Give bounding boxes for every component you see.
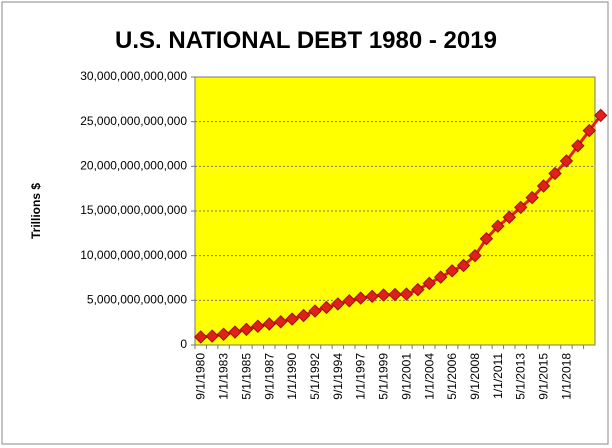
marker bbox=[411, 282, 425, 297]
marker bbox=[456, 258, 471, 273]
marker bbox=[582, 123, 596, 138]
y-axis-label: Trillions $ bbox=[29, 183, 43, 239]
marker bbox=[468, 248, 482, 263]
marker bbox=[205, 329, 219, 343]
x-tick-label: 9/1/1994 bbox=[331, 353, 345, 400]
marker bbox=[365, 289, 379, 304]
marker bbox=[262, 317, 276, 331]
y-tick-label: 15,000,000,000,000 bbox=[80, 203, 187, 217]
y-tick-label: 20,000,000,000,000 bbox=[80, 159, 187, 173]
marker bbox=[434, 270, 448, 284]
marker bbox=[251, 319, 265, 333]
marker bbox=[354, 291, 368, 305]
marker bbox=[548, 166, 562, 181]
marker bbox=[491, 219, 505, 233]
marker bbox=[296, 308, 311, 323]
marker bbox=[239, 322, 254, 337]
marker bbox=[445, 264, 459, 278]
marker bbox=[502, 210, 516, 224]
marker bbox=[331, 297, 345, 311]
y-tick-label: 0 bbox=[180, 337, 187, 351]
marker bbox=[216, 327, 231, 341]
y-tick-label: 10,000,000,000,000 bbox=[80, 248, 187, 262]
marker bbox=[479, 231, 494, 246]
x-tick-label: 1/1/1983 bbox=[217, 353, 231, 400]
marker bbox=[319, 300, 334, 315]
x-tick-label: 1/1/2018 bbox=[559, 353, 573, 400]
marker bbox=[399, 287, 414, 301]
y-tick-label: 5,000,000,000,000 bbox=[87, 293, 187, 307]
x-tick-label: 5/1/2013 bbox=[514, 353, 528, 400]
x-tick-label: 5/1/1985 bbox=[239, 353, 253, 400]
x-tick-label: 9/1/2008 bbox=[468, 353, 482, 400]
x-tick-label: 1/1/2011 bbox=[491, 353, 505, 399]
marker bbox=[422, 276, 436, 291]
x-tick-label: 9/1/1987 bbox=[262, 353, 276, 400]
x-tick-label: 9/1/2015 bbox=[537, 353, 551, 400]
x-tick-label: 5/1/1999 bbox=[377, 353, 391, 400]
marker bbox=[559, 154, 574, 168]
y-tick-label: 25,000,000,000,000 bbox=[80, 114, 187, 128]
marker bbox=[571, 139, 585, 153]
marker bbox=[376, 288, 391, 302]
marker bbox=[274, 315, 288, 329]
marker bbox=[194, 330, 208, 344]
marker bbox=[514, 200, 528, 215]
y-tick-label: 30,000,000,000,000 bbox=[80, 69, 187, 83]
chart-title: U.S. NATIONAL DEBT 1980 - 2019 bbox=[115, 27, 497, 54]
marker bbox=[285, 312, 299, 326]
marker bbox=[525, 190, 539, 205]
marker bbox=[308, 304, 322, 318]
x-tick-label: 1/1/1990 bbox=[285, 353, 299, 400]
x-tick-label: 9/1/1980 bbox=[194, 353, 208, 400]
marker bbox=[228, 325, 242, 339]
marker bbox=[594, 108, 608, 123]
marker bbox=[342, 294, 356, 308]
x-tick-label: 5/1/1992 bbox=[308, 353, 322, 400]
x-tick-label: 9/1/2001 bbox=[399, 353, 413, 400]
x-tick-label: 1/1/2004 bbox=[422, 353, 436, 400]
marker bbox=[388, 287, 402, 302]
marker bbox=[536, 179, 551, 193]
x-tick-label: 1/1/1997 bbox=[354, 353, 368, 400]
x-tick-label: 5/1/2006 bbox=[445, 353, 459, 400]
